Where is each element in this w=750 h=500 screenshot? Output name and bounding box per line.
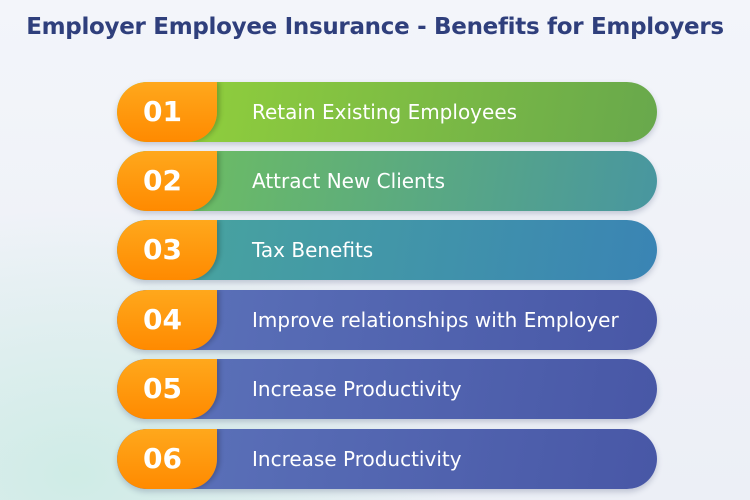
benefit-item: 01 Retain Existing Employees	[117, 82, 657, 142]
item-label: Increase Productivity	[252, 447, 462, 471]
item-label: Retain Existing Employees	[252, 100, 518, 124]
item-label: Increase Productivity	[252, 377, 462, 401]
item-label: Improve relationships with Employer	[252, 308, 619, 332]
item-number: 04	[117, 290, 217, 350]
page-title: Employer Employee Insurance - Benefits f…	[26, 14, 724, 40]
item-number: 02	[117, 151, 217, 211]
benefit-item: 05 Increase Productivity	[117, 359, 657, 419]
item-number: 06	[117, 429, 217, 489]
item-number: 03	[117, 220, 217, 280]
item-label: Tax Benefits	[252, 238, 374, 262]
benefit-item: 03 Tax Benefits	[117, 220, 657, 280]
item-number: 01	[117, 82, 217, 142]
item-label: Attract New Clients	[252, 169, 445, 193]
benefit-item: 06 Increase Productivity	[117, 429, 657, 489]
item-number: 05	[117, 359, 217, 419]
benefit-item: 02 Attract New Clients	[117, 151, 657, 211]
benefit-item: 04 Improve relationships with Employer	[117, 290, 657, 350]
